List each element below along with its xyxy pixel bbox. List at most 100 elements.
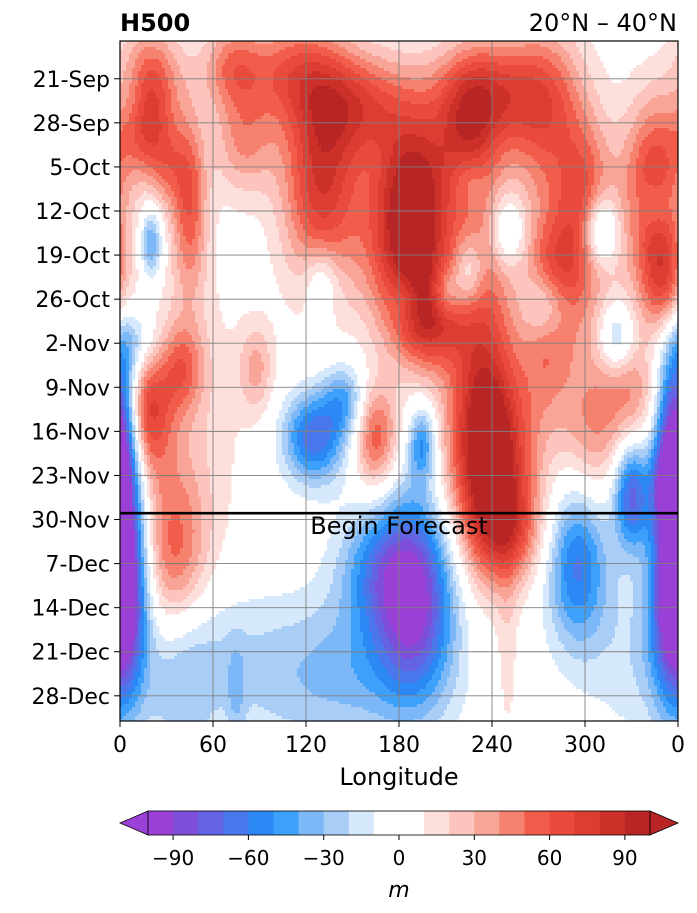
field-cell	[321, 44, 324, 47]
field-cell	[369, 44, 372, 47]
field-cell	[543, 56, 546, 59]
field-cell	[153, 50, 156, 53]
field-cell	[219, 53, 222, 56]
field-cell	[591, 62, 594, 65]
field-cell	[360, 59, 363, 62]
field-cell	[126, 53, 129, 56]
field-cell	[192, 59, 195, 62]
field-cell	[177, 56, 180, 59]
field-cell	[147, 50, 150, 53]
field-cell	[435, 44, 438, 47]
field-cell	[486, 47, 489, 50]
field-cell	[414, 56, 417, 59]
field-cell	[552, 50, 555, 53]
field-cell	[510, 50, 513, 53]
field-cell	[261, 71, 264, 74]
field-cell	[663, 65, 666, 68]
field-cell	[315, 68, 318, 71]
field-cell	[501, 50, 504, 53]
field-cell	[459, 53, 462, 56]
field-cell	[324, 65, 327, 68]
field-cell	[180, 44, 183, 47]
field-cell	[570, 68, 573, 71]
field-cell	[276, 71, 279, 74]
field-cell	[384, 44, 387, 47]
field-cell	[429, 44, 432, 47]
field-cell	[231, 74, 234, 77]
field-cell	[669, 68, 672, 71]
field-cell	[207, 56, 210, 59]
field-cell	[441, 74, 444, 77]
field-cell	[591, 74, 594, 77]
field-cell	[402, 53, 405, 56]
field-cell	[435, 71, 438, 74]
field-cell	[465, 68, 468, 71]
field-cell	[453, 71, 456, 74]
field-cell	[597, 56, 600, 59]
field-cell	[468, 68, 471, 71]
field-cell	[405, 65, 408, 68]
field-cell	[348, 44, 351, 47]
field-cell	[543, 44, 546, 47]
field-cell	[333, 62, 336, 65]
field-cell	[159, 44, 162, 47]
field-cell	[513, 56, 516, 59]
field-cell	[297, 44, 300, 47]
field-cell	[402, 62, 405, 65]
field-cell	[459, 74, 462, 77]
field-cell	[366, 74, 369, 77]
field-cell	[534, 53, 537, 56]
field-cell	[294, 47, 297, 50]
field-cell	[408, 74, 411, 77]
field-cell	[291, 56, 294, 59]
field-cell	[267, 71, 270, 74]
field-cell	[180, 74, 183, 77]
field-cell	[459, 65, 462, 68]
field-cell	[522, 56, 525, 59]
field-cell	[171, 68, 174, 71]
field-cell	[378, 50, 381, 53]
field-cell	[279, 59, 282, 62]
field-cell	[207, 74, 210, 77]
field-cell	[501, 68, 504, 71]
field-cell	[231, 44, 234, 47]
field-cell	[234, 56, 237, 59]
field-cell	[156, 50, 159, 53]
field-cell	[381, 62, 384, 65]
field-cell	[381, 56, 384, 59]
field-cell	[474, 71, 477, 74]
field-cell	[195, 74, 198, 77]
field-cell	[501, 56, 504, 59]
field-cell	[156, 59, 159, 62]
field-cell	[306, 56, 309, 59]
field-cell	[258, 56, 261, 59]
field-cell	[330, 68, 333, 71]
field-cell	[540, 71, 543, 74]
field-cell	[321, 74, 324, 77]
field-cell	[576, 56, 579, 59]
field-cell	[552, 71, 555, 74]
field-cell	[291, 68, 294, 71]
field-cell	[234, 62, 237, 65]
field-cell	[561, 50, 564, 53]
field-cell	[414, 44, 417, 47]
field-cell	[363, 71, 366, 74]
field-cell	[594, 68, 597, 71]
field-cell	[603, 71, 606, 74]
field-cell	[546, 56, 549, 59]
field-cell	[318, 50, 321, 53]
field-cell	[654, 53, 657, 56]
field-cell	[267, 50, 270, 53]
field-cell	[384, 71, 387, 74]
field-cell	[312, 56, 315, 59]
field-cell	[642, 71, 645, 74]
field-cell	[462, 59, 465, 62]
field-cell	[483, 71, 486, 74]
field-cell	[531, 56, 534, 59]
field-cell	[669, 74, 672, 77]
field-cell	[405, 59, 408, 62]
field-cell	[561, 65, 564, 68]
field-cell	[315, 74, 318, 77]
field-cell	[516, 56, 519, 59]
